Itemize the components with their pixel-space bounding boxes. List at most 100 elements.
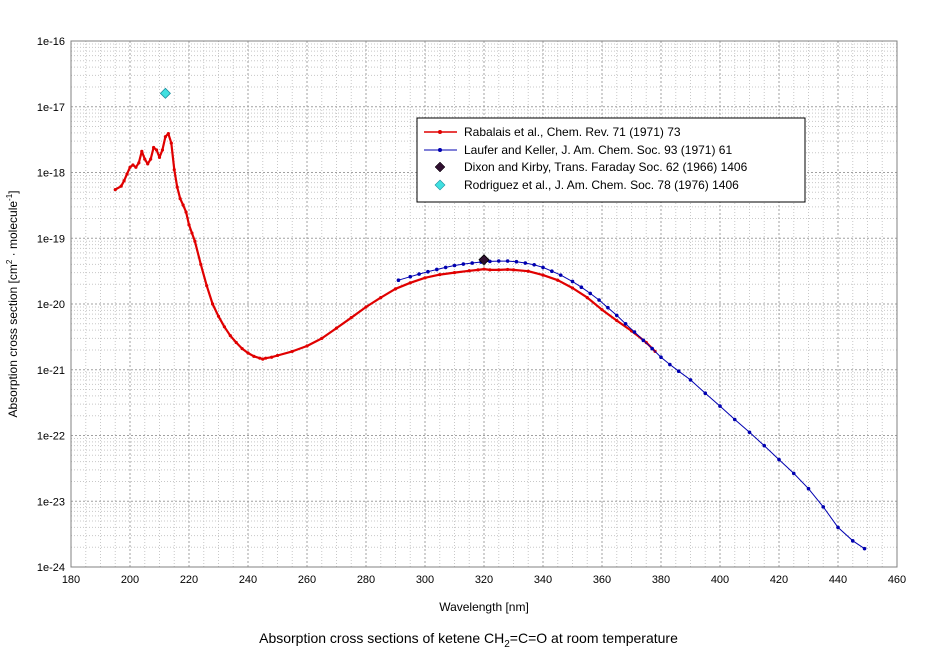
point-laufer [579,285,584,290]
x-axis-label: Wavelength [nm] [439,600,529,614]
x-tick-label: 400 [711,574,729,586]
point-rabalais [320,336,324,340]
point-rabalais [497,268,501,272]
point-rabalais [222,325,226,329]
point-laufer [614,313,619,318]
x-tick-label: 180 [62,574,80,586]
point-rabalais [275,353,280,358]
point-rabalais [140,149,144,153]
point-rabalais [334,326,339,330]
point-rabalais [169,141,173,145]
legend-marker-rabalais [438,130,442,134]
point-laufer [461,262,466,266]
point-laufer [408,274,413,279]
point-laufer [777,457,781,462]
point-laufer [650,346,654,351]
point-rabalais [467,269,471,273]
point-rabalais [246,351,250,355]
point-laufer [514,259,519,264]
point-laufer [862,546,867,551]
point-rabalais [408,281,412,285]
legend-marker-rodriguez [434,179,446,191]
caption-subscript: 2 [504,638,510,650]
point-rabalais [193,239,197,243]
x-tick-label: 360 [593,574,611,586]
point-rabalais [600,308,604,312]
x-tick-label: 440 [829,574,847,586]
x-tick-label: 420 [770,574,788,586]
point-rabalais [258,356,262,360]
caption-prefix: Absorption cross sections of ketene CH [259,630,505,646]
point-laufer [806,486,811,491]
point-rabalais [438,272,442,277]
x-tick-label: 220 [180,574,198,586]
legend: Rabalais et al., Chem. Rev. 71 (1971) 73… [416,117,806,203]
point-rabalais [178,197,182,201]
point-rabalais [131,163,135,167]
point-rabalais [199,262,203,267]
point-laufer [588,291,592,296]
x-tick-label: 460 [888,574,906,586]
point-laufer [850,539,855,543]
point-rabalais [228,334,232,338]
point-rabalais [181,203,185,207]
y-axis-label-mid: · molecule [6,201,20,260]
point-laufer [470,261,475,265]
point-laufer [632,330,637,334]
point-rabalais [379,296,383,300]
point-laufer [541,265,545,270]
point-rabalais [290,349,294,354]
point-rabalais [143,157,147,161]
point-rabalais [166,132,170,136]
point-rabalais [187,223,191,227]
x-tick-label: 320 [475,574,493,586]
y-tick-label: 1e-22 [37,431,65,443]
point-rabalais [506,267,510,272]
point-laufer [597,298,601,302]
y-tick-label: 1e-23 [37,496,65,508]
y-tick-label: 1e-16 [37,36,65,48]
figure-caption: Absorption cross sections of ketene CH2=… [0,630,937,650]
y-axis-label-sup2: -1 [5,193,14,201]
y-tick-label: 1e-18 [37,168,65,180]
caption-suffix: =C=O at room temperature [509,630,678,646]
legend-label-rodriguez: Rodriguez et al., J. Am. Chem. Soc. 78 (… [464,178,739,192]
point-rabalais [216,314,221,318]
point-rabalais [175,185,179,189]
point-laufer [676,369,681,374]
x-tick-label: 240 [239,574,257,586]
point-laufer [668,362,672,367]
point-rabalais [113,187,117,192]
point-rabalais [152,145,156,150]
point-laufer [532,262,536,267]
point-rabalais [393,287,398,291]
point-rabalais [149,157,153,161]
point-laufer [703,391,708,395]
y-tick-label: 1e-19 [37,233,65,245]
point-laufer [718,404,722,408]
point-rodriguez [159,87,171,99]
legend-marker-dixon [434,161,446,173]
x-tick-labels: 180 200 220 240 260 280 300 320 340 360 380 400 420 4… [62,574,906,586]
point-rabalais [211,302,215,306]
point-laufer [396,278,401,283]
point-rabalais [252,354,256,358]
point-laufer [443,265,448,270]
point-rabalais [615,318,619,323]
point-laufer [550,269,554,274]
point-laufer [762,443,767,448]
point-rabalais [160,148,165,152]
point-rabalais [128,165,132,169]
point-laufer [836,525,840,530]
point-rabalais [172,168,176,172]
point-rabalais [541,273,545,277]
y-axis-label-prefix: Absorption cross section [cm [6,264,20,417]
point-rabalais [163,135,167,139]
point-rabalais [488,268,492,272]
point-laufer [688,378,693,382]
point-rabalais [184,210,188,214]
point-laufer [505,259,510,263]
x-tick-label: 280 [357,574,375,586]
point-laufer [821,505,826,509]
point-rabalais [122,179,126,183]
